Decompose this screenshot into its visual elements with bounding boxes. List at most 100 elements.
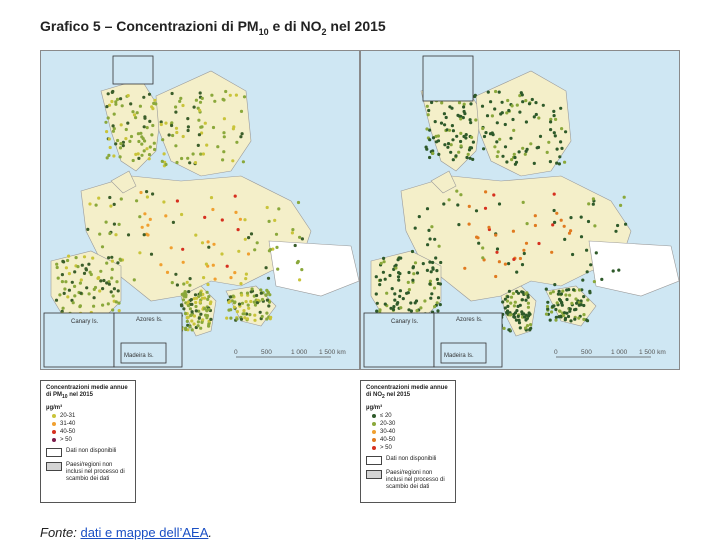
station-dot [107, 137, 111, 141]
station-dot [232, 305, 236, 309]
station-dot [494, 89, 498, 94]
scale-1000: 1 000 [291, 349, 308, 356]
station-dot [253, 248, 257, 252]
station-dot [237, 302, 242, 306]
station-dot [579, 215, 583, 219]
station-dot [70, 280, 74, 284]
station-dot [134, 116, 138, 120]
station-dot [582, 313, 586, 317]
station-dot [457, 150, 461, 154]
station-dot [413, 261, 418, 265]
station-dot [139, 190, 143, 195]
station-dot [580, 288, 584, 292]
station-dot [552, 208, 556, 213]
station-dot [67, 254, 71, 258]
station-dot [205, 143, 209, 147]
legend-excluded: Paesi/regioni non inclusi nel processo d… [46, 462, 130, 483]
station-dot [87, 292, 91, 296]
station-dot [390, 287, 394, 291]
legend-label: 40-50 [60, 429, 76, 436]
station-dot [105, 130, 109, 134]
station-dot [553, 283, 557, 287]
station-dot [464, 136, 468, 140]
station-dot [522, 251, 526, 256]
station-dot [525, 324, 530, 328]
station-dot [427, 108, 431, 113]
station-dot [518, 94, 522, 98]
station-dot [114, 142, 118, 146]
station-dot [557, 315, 561, 319]
station-dot [616, 223, 620, 228]
station-dot [100, 245, 105, 249]
station-dot [111, 124, 115, 128]
station-dot [181, 260, 185, 264]
station-dot [550, 310, 554, 314]
station-dot [444, 115, 448, 120]
station-dot [112, 222, 116, 226]
station-dot [551, 305, 555, 309]
station-dot [378, 283, 382, 287]
station-dot [439, 121, 444, 125]
station-dot [552, 114, 556, 118]
station-dot [469, 102, 473, 106]
station-dot [495, 247, 500, 251]
station-dot [393, 298, 397, 302]
station-dot [524, 241, 529, 245]
station-dot [530, 97, 534, 102]
station-dot [269, 315, 273, 319]
inset-label-madeira: Madeira Is. [444, 353, 474, 359]
station-dot [88, 202, 92, 206]
station-dot [138, 251, 142, 255]
legend-item: 20-31 [52, 413, 130, 419]
station-dot [186, 117, 190, 121]
scale-1500: 1 500 km [319, 349, 346, 356]
station-dot [190, 313, 194, 317]
station-dot [446, 142, 451, 146]
station-dot [526, 301, 530, 305]
station-dot [382, 256, 386, 260]
legend-swatch [372, 446, 376, 451]
station-dot [117, 309, 121, 313]
station-dot [174, 110, 178, 114]
station-dot [431, 136, 436, 140]
station-dot [271, 247, 275, 251]
station-dot [229, 308, 233, 312]
station-dot [233, 271, 237, 275]
station-dot [247, 306, 251, 310]
station-dot [506, 304, 510, 308]
station-dot [395, 302, 399, 306]
station-dot [483, 206, 488, 210]
source-link[interactable]: dati e mappe dell’AEA [80, 525, 209, 540]
station-dot [216, 145, 220, 149]
station-dot [245, 291, 250, 295]
station-dot [188, 283, 192, 287]
station-dot [544, 312, 549, 316]
station-dot [192, 314, 196, 318]
station-dot [264, 293, 268, 297]
station-dot [164, 214, 168, 218]
station-dot [500, 100, 504, 104]
station-dot [454, 154, 458, 158]
station-dot [437, 152, 441, 156]
station-dot [428, 282, 432, 286]
station-dot [521, 100, 525, 104]
station-dot [473, 93, 477, 97]
station-dot [437, 244, 441, 248]
station-dot [107, 103, 112, 107]
station-dot [98, 232, 102, 236]
station-dot [505, 299, 510, 303]
station-dot [220, 218, 224, 222]
station-dot [468, 146, 472, 150]
station-dot [374, 292, 378, 296]
station-dot [513, 162, 517, 166]
station-dot [378, 278, 383, 282]
station-dot [510, 104, 514, 108]
station-dot [451, 158, 455, 162]
station-dot [198, 108, 202, 112]
station-dot [493, 107, 497, 111]
station-dot [438, 303, 442, 307]
station-dot [554, 318, 558, 322]
legend-unit: µg/m³ [46, 405, 63, 412]
station-dot [192, 105, 196, 109]
station-dot [235, 140, 239, 144]
